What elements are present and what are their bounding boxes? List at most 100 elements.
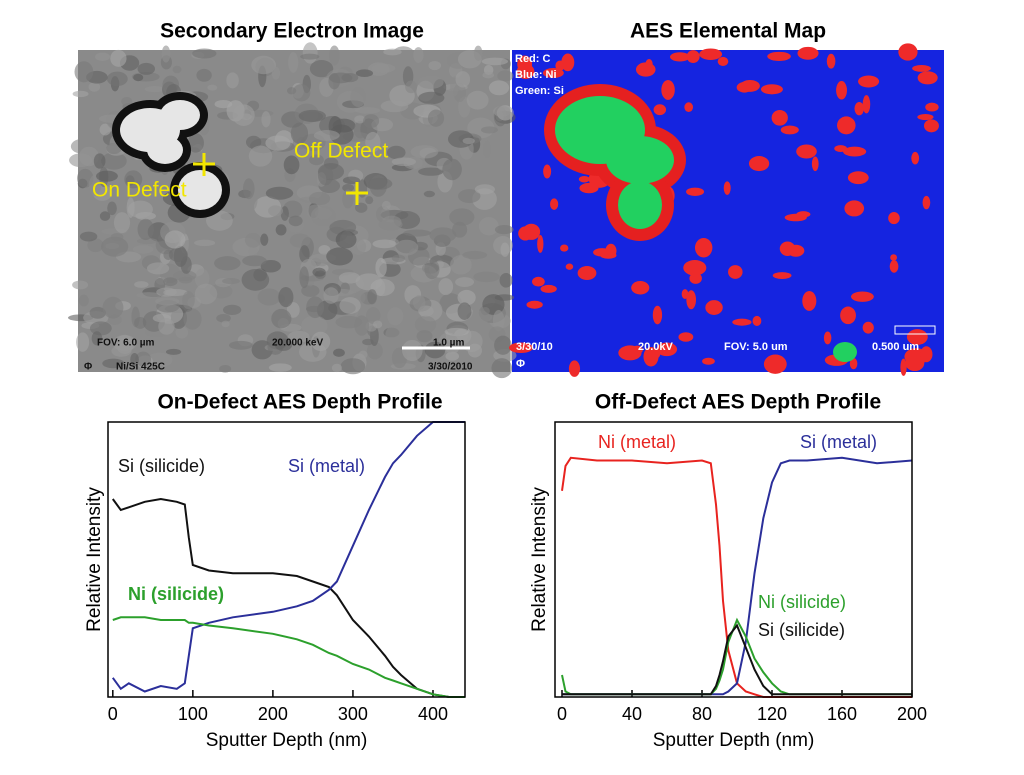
si-region bbox=[833, 342, 857, 362]
c-spot bbox=[600, 251, 617, 259]
grain bbox=[271, 308, 292, 329]
c-spot bbox=[717, 56, 729, 67]
c-spot bbox=[516, 63, 535, 80]
grain bbox=[358, 350, 368, 359]
c-spot bbox=[699, 48, 723, 60]
c-spot bbox=[579, 182, 599, 194]
grain bbox=[110, 233, 124, 241]
grain bbox=[350, 86, 367, 108]
y-axis-label: Relative Intensity bbox=[529, 487, 550, 632]
grain bbox=[72, 90, 89, 98]
grain bbox=[412, 295, 426, 310]
c-spot bbox=[652, 305, 663, 325]
c-spot bbox=[850, 291, 874, 302]
grain bbox=[91, 331, 103, 346]
grain bbox=[192, 48, 217, 59]
grain bbox=[261, 111, 271, 128]
grain bbox=[131, 193, 152, 202]
grain bbox=[206, 210, 233, 231]
grain bbox=[386, 145, 406, 160]
grain bbox=[488, 80, 510, 96]
c-spot bbox=[518, 226, 533, 241]
scale-bar bbox=[894, 325, 936, 335]
grain bbox=[429, 227, 457, 243]
c-spot bbox=[694, 237, 713, 258]
grain bbox=[207, 84, 218, 91]
grain bbox=[499, 273, 513, 288]
grain bbox=[93, 153, 106, 169]
grain bbox=[414, 315, 437, 334]
c-spot bbox=[705, 300, 723, 315]
line bbox=[562, 456, 913, 696]
x-tick-label: 300 bbox=[338, 704, 368, 724]
grain bbox=[438, 278, 454, 296]
grain bbox=[395, 239, 419, 256]
plot-frame bbox=[107, 421, 466, 698]
series-label: Si (metal) bbox=[800, 432, 877, 452]
grain bbox=[265, 186, 294, 200]
grain bbox=[260, 259, 281, 273]
grain bbox=[265, 135, 291, 151]
grain bbox=[288, 215, 303, 227]
grain bbox=[418, 167, 444, 176]
grain bbox=[457, 289, 476, 306]
sem-texture bbox=[67, 42, 517, 379]
grain bbox=[274, 338, 293, 351]
grain bbox=[444, 327, 469, 336]
grain bbox=[99, 211, 111, 221]
grain bbox=[288, 52, 299, 73]
grain bbox=[385, 324, 405, 347]
grain bbox=[316, 259, 328, 267]
grain bbox=[323, 287, 339, 304]
grain bbox=[428, 60, 442, 71]
x-tick-label: 80 bbox=[692, 704, 712, 724]
aes-texture bbox=[509, 43, 939, 377]
grain bbox=[242, 178, 255, 200]
c-spot bbox=[635, 62, 656, 77]
grain bbox=[494, 335, 512, 355]
grain bbox=[403, 229, 431, 237]
defect bbox=[147, 136, 183, 164]
grain bbox=[381, 200, 391, 210]
c-spot bbox=[526, 300, 543, 309]
si-region bbox=[606, 136, 674, 184]
c-spot bbox=[844, 200, 865, 217]
c-spot bbox=[920, 346, 933, 363]
c-spot bbox=[925, 102, 939, 112]
grain bbox=[372, 239, 397, 249]
y-axis-label: Relative Intensity bbox=[84, 487, 105, 632]
grain bbox=[226, 72, 239, 89]
grain bbox=[216, 313, 231, 323]
line bbox=[562, 623, 912, 696]
grain bbox=[240, 113, 252, 120]
grain bbox=[158, 318, 175, 335]
grain bbox=[132, 245, 154, 254]
grain bbox=[333, 348, 345, 357]
grain bbox=[445, 351, 460, 361]
c-spot bbox=[631, 280, 650, 295]
series-label: Ni (silicide) bbox=[128, 584, 224, 604]
grain bbox=[500, 242, 510, 257]
grain bbox=[241, 268, 270, 291]
c-spot bbox=[684, 102, 694, 112]
grain bbox=[482, 71, 495, 79]
c-spot bbox=[752, 315, 762, 327]
c-spot bbox=[823, 331, 832, 345]
image-footer: Φ bbox=[84, 362, 92, 373]
c-spot bbox=[826, 53, 836, 69]
c-spot bbox=[543, 164, 552, 179]
grain bbox=[260, 233, 269, 246]
c-spot bbox=[565, 263, 574, 270]
c-spot bbox=[797, 46, 819, 60]
grain bbox=[228, 340, 253, 350]
grain bbox=[313, 130, 340, 141]
grain bbox=[365, 131, 381, 153]
c-spot bbox=[760, 84, 783, 95]
grain bbox=[372, 320, 383, 329]
image-footer: FOV: 6.0 µm bbox=[97, 338, 155, 349]
c-spot bbox=[917, 114, 934, 121]
grain bbox=[378, 218, 403, 231]
grain bbox=[271, 66, 281, 80]
grain bbox=[214, 256, 241, 271]
